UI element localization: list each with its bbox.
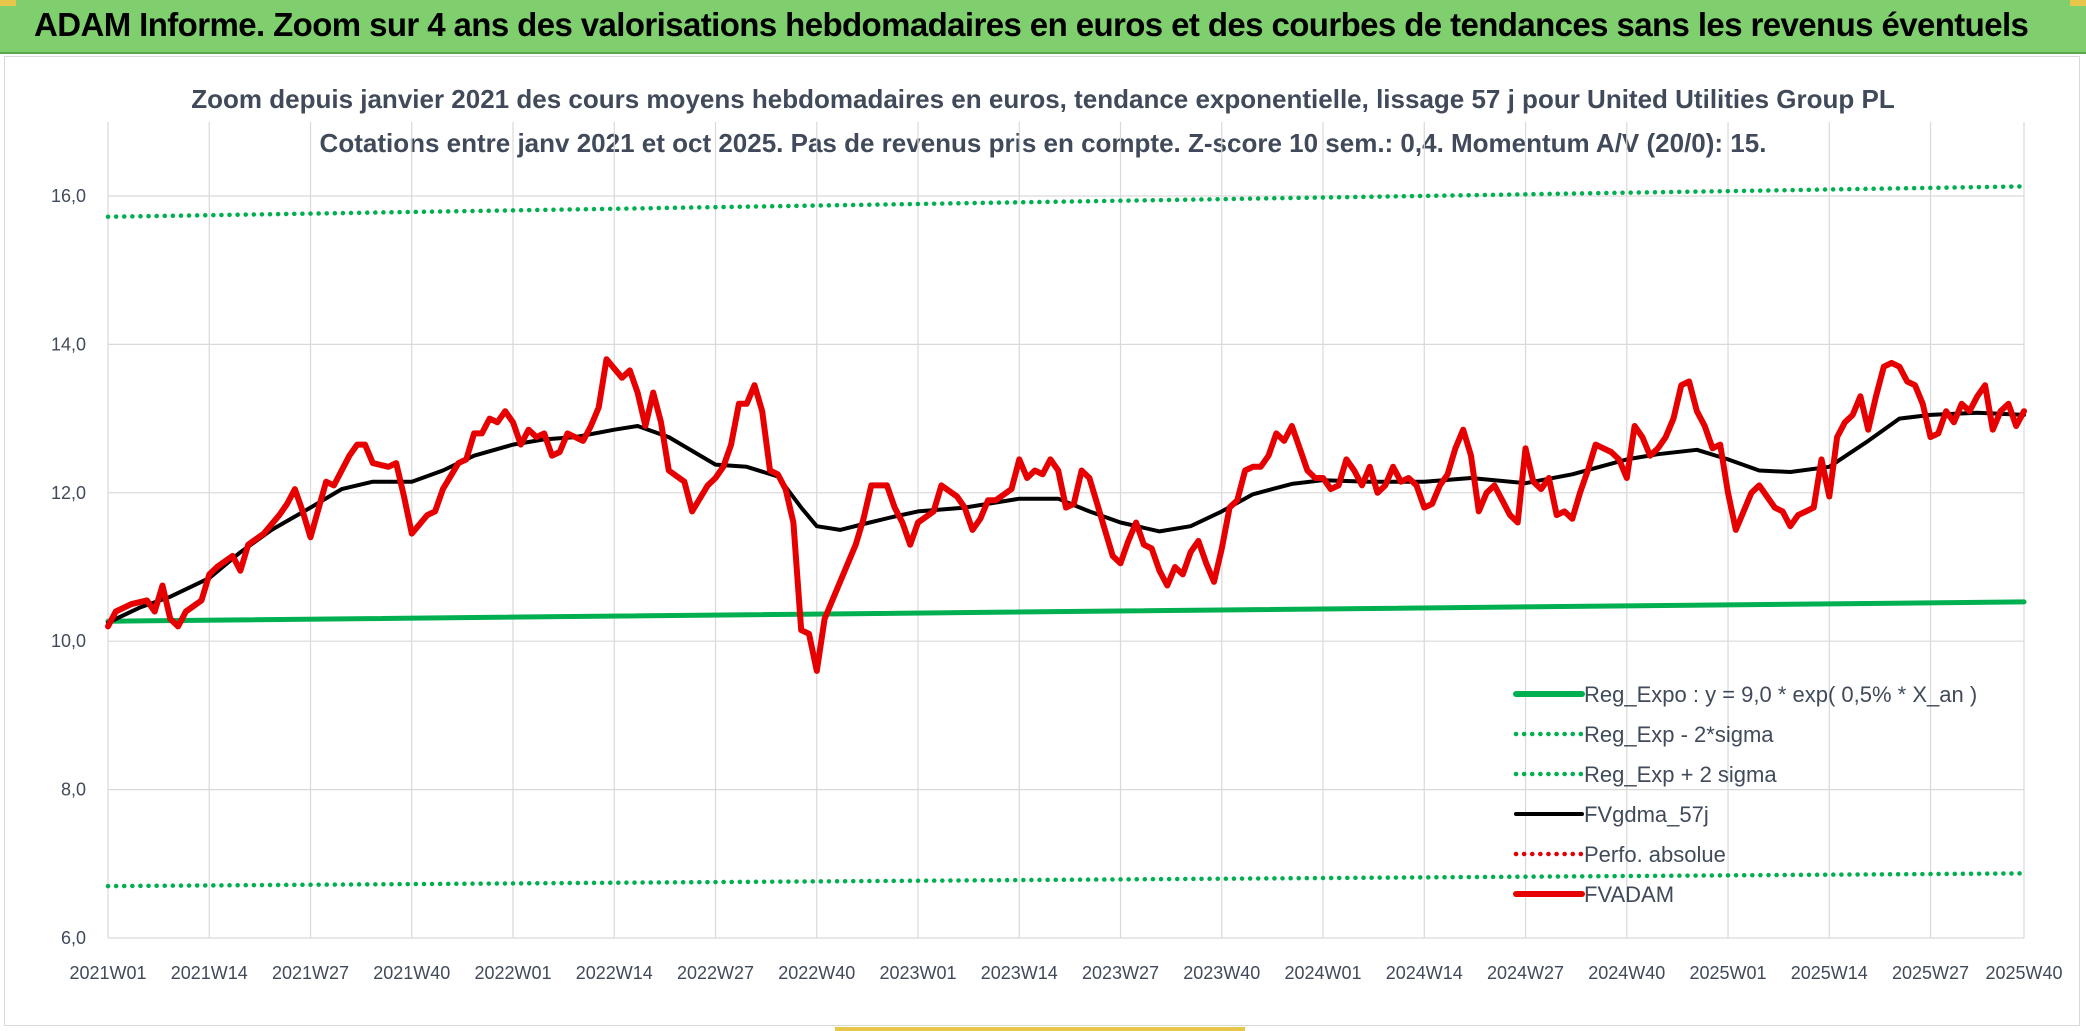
x-tick-label: 2023W14 <box>981 963 1058 983</box>
x-tick-label: 2025W40 <box>1985 963 2062 983</box>
x-tick-label: 2023W01 <box>879 963 956 983</box>
corner-accent-left <box>0 0 16 6</box>
legend-label: Perfo. absolue <box>1584 842 1726 867</box>
chart-frame <box>4 56 2080 1026</box>
legend-label: Reg_Expo : y = 9,0 * exp( 0,5% * X_an ) <box>1584 682 1977 707</box>
x-tick-label: 2021W40 <box>373 963 450 983</box>
series-line-1 <box>105 871 2027 889</box>
chart-title: Zoom depuis janvier 2021 des cours moyen… <box>191 84 1895 114</box>
y-tick-label: 12,0 <box>51 483 86 503</box>
legend: Reg_Expo : y = 9,0 * exp( 0,5% * X_an ) R… <box>1513 682 1977 907</box>
x-tick-label: 2024W27 <box>1487 963 1564 983</box>
series-line-0 <box>105 599 2027 624</box>
x-tick-label: 2023W40 <box>1183 963 1260 983</box>
legend-label: Reg_Exp - 2*sigma <box>1584 722 1774 747</box>
banner-title: ADAM Informe. Zoom sur 4 ans des valoris… <box>34 6 2029 43</box>
legend-label: FVADAM <box>1584 882 1674 907</box>
x-tick-label: 2024W01 <box>1284 963 1361 983</box>
x-tick-label: 2025W14 <box>1791 963 1868 983</box>
bottom-accent <box>835 1027 1245 1031</box>
x-tick-label: 2025W01 <box>1690 963 1767 983</box>
legend-label: Reg_Exp + 2 sigma <box>1584 762 1777 787</box>
y-tick-label: 8,0 <box>61 780 86 800</box>
x-tick-label: 2022W40 <box>778 963 855 983</box>
series-group <box>105 184 2027 889</box>
y-tick-label: 16,0 <box>51 186 86 206</box>
x-tick-label: 2024W40 <box>1588 963 1665 983</box>
series-line-2 <box>105 184 2027 220</box>
series-line-5 <box>105 356 2027 674</box>
legend-label: FVgdma_57j <box>1584 802 1709 827</box>
series-line-3 <box>106 410 2026 625</box>
report-banner: ADAM Informe. Zoom sur 4 ans des valoris… <box>0 0 2086 54</box>
x-tick-label: 2022W01 <box>474 963 551 983</box>
x-tick-label: 2021W01 <box>69 963 146 983</box>
x-tick-label: 2023W27 <box>1082 963 1159 983</box>
gridlines <box>107 122 2025 939</box>
y-tick-label: 10,0 <box>51 631 86 651</box>
corner-accent-right <box>2070 0 2086 6</box>
x-tick-label: 2021W14 <box>171 963 248 983</box>
axis-labels: 6,0 8,0 10,0 12,0 14,0 16,0 2021W01 2021W14 2021… <box>51 186 2063 983</box>
y-tick-label: 6,0 <box>61 928 86 948</box>
x-tick-label: 2022W14 <box>576 963 653 983</box>
chart-subtitle: Cotations entre janv 2021 et oct 2025. P… <box>320 128 1767 158</box>
x-tick-label: 2025W27 <box>1892 963 1969 983</box>
x-tick-label: 2024W14 <box>1386 963 1463 983</box>
y-tick-label: 14,0 <box>51 334 86 354</box>
x-tick-label: 2022W27 <box>677 963 754 983</box>
x-tick-label: 2021W27 <box>272 963 349 983</box>
